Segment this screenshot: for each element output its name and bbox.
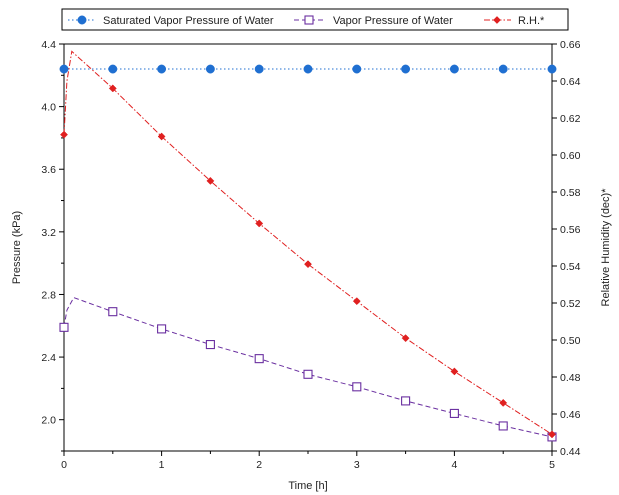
series-3-point xyxy=(60,130,68,139)
y-left-tick-label: 3.6 xyxy=(41,164,56,176)
y-axis-left: 2.0 2.4 2.8 3.2 3.6 4.0 4.4 xyxy=(41,39,64,452)
y-right-tick-label: 0.52 xyxy=(560,298,581,310)
series-3-point xyxy=(499,398,508,407)
series-1-point xyxy=(205,64,215,74)
y-left-tick-label: 2.0 xyxy=(41,415,56,427)
y-axis-right-title: Relative Humidity (dec)* xyxy=(600,188,612,307)
series-3-point xyxy=(352,297,361,306)
y-right-tick-label: 0.50 xyxy=(560,335,581,347)
legend: Saturated Vapor Pressure of Water Vapor P… xyxy=(61,8,569,31)
series-1-point xyxy=(157,64,167,74)
y-left-tick-label: 2.4 xyxy=(41,352,56,364)
y-axis-right: 0.44 0.46 0.48 0.50 0.52 0.54 0.56 0.58 0.60 0.62… xyxy=(552,39,581,458)
series-2-point xyxy=(157,324,167,334)
y-axis-left-title: Pressure (kPa) xyxy=(11,211,23,284)
x-tick-label: 2 xyxy=(256,459,262,471)
series-1-point xyxy=(352,64,362,74)
series-2-point xyxy=(108,307,118,317)
series-1-point xyxy=(59,64,69,74)
x-axis: 0 1 2 3 4 5 xyxy=(61,451,555,471)
x-tick-label: 4 xyxy=(451,459,457,471)
x-tick-label: 1 xyxy=(159,459,165,471)
series-2-point xyxy=(59,322,69,332)
x-tick-label: 3 xyxy=(354,459,360,471)
series-3 xyxy=(60,50,556,439)
series-3-point xyxy=(255,219,264,228)
legend-swatch-marker xyxy=(77,15,87,25)
y-right-tick-label: 0.48 xyxy=(560,372,581,384)
series-3-point xyxy=(157,132,166,141)
legend-item-3: R.H.* xyxy=(484,15,545,27)
y-right-tick-label: 0.58 xyxy=(560,187,581,199)
series-3-point xyxy=(304,260,312,269)
y-right-tick-label: 0.60 xyxy=(560,150,581,162)
series-1-point xyxy=(449,64,459,74)
series-2-point xyxy=(401,396,411,406)
y-left-tick-label: 4.0 xyxy=(41,102,56,114)
legend-swatch-marker xyxy=(493,16,501,24)
legend-label: Vapor Pressure of Water xyxy=(333,15,453,27)
series-2-point xyxy=(352,382,362,392)
series-2-point xyxy=(254,354,264,364)
series-1-point xyxy=(303,64,313,74)
series-2-point xyxy=(205,340,215,350)
y-right-tick-label: 0.62 xyxy=(560,113,581,125)
y-right-tick-label: 0.66 xyxy=(560,39,581,51)
legend-label: R.H.* xyxy=(518,15,545,27)
series-1 xyxy=(59,64,557,74)
y-right-tick-label: 0.44 xyxy=(560,446,581,458)
series-3-point xyxy=(206,176,215,185)
series-1-point xyxy=(254,64,264,74)
series-layer xyxy=(59,50,557,442)
series-1-point xyxy=(108,64,118,74)
series-2-point xyxy=(498,421,508,431)
y-left-tick-label: 2.8 xyxy=(41,289,56,301)
x-axis-title: Time [h] xyxy=(288,480,327,492)
x-tick-label: 0 xyxy=(61,459,67,471)
series-2-point xyxy=(303,369,313,379)
y-left-tick-label: 3.2 xyxy=(41,227,56,239)
series-1-point xyxy=(547,64,557,74)
legend-label: Saturated Vapor Pressure of Water xyxy=(103,15,274,27)
series-2-point xyxy=(449,408,459,418)
series-3-point xyxy=(548,430,556,439)
y-right-tick-label: 0.46 xyxy=(560,409,581,421)
series-3-point xyxy=(401,334,410,343)
series-1-point xyxy=(498,64,508,74)
legend-item-2: Vapor Pressure of Water xyxy=(294,15,453,27)
y-right-tick-label: 0.56 xyxy=(560,224,581,236)
series-3-point xyxy=(108,84,117,93)
legend-item-1: Saturated Vapor Pressure of Water xyxy=(68,15,274,27)
series-3-point xyxy=(450,367,459,376)
y-right-tick-label: 0.54 xyxy=(560,261,581,273)
y-right-tick-label: 0.64 xyxy=(560,76,581,88)
x-tick-label: 5 xyxy=(549,459,555,471)
legend-swatch-marker xyxy=(304,15,314,25)
series-1-point xyxy=(401,64,411,74)
y-left-tick-label: 4.4 xyxy=(41,39,56,51)
